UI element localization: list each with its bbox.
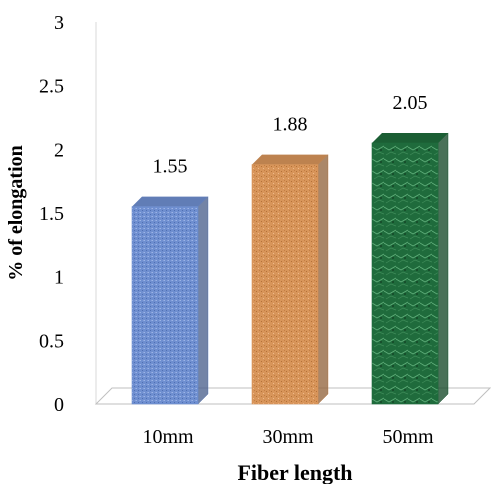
y-tick-label: 2.5 — [39, 76, 64, 98]
x-axis-title: Fiber length — [237, 460, 352, 484]
bar-front-face — [251, 164, 319, 405]
bar-30mm: 1.88 — [251, 114, 329, 405]
y-tick-label: 3 — [54, 12, 64, 34]
bar-top-shade — [372, 132, 448, 143]
y-tick-label: 1.5 — [39, 203, 64, 225]
bar-50mm: 2.05 — [371, 92, 449, 405]
y-tick-label: 0.5 — [39, 330, 64, 352]
bars: 1.55 1.88 2.05 — [131, 92, 449, 405]
bar-side-shade — [198, 196, 208, 404]
y-tick-labels: 0 0.5 1 1.5 2 2.5 3 — [39, 12, 64, 416]
y-tick-label: 2 — [54, 139, 64, 161]
bar-top-shade — [132, 196, 208, 207]
x-tick-labels: 10mm 30mm 50mm — [142, 426, 434, 448]
bar-10mm: 1.55 — [131, 156, 209, 405]
x-tick-label: 30mm — [262, 426, 314, 448]
bar-top-face — [372, 132, 448, 143]
bar-side-shade — [318, 154, 328, 404]
bar-front-face — [371, 142, 439, 405]
bar-side-shade — [438, 132, 448, 404]
y-tick-label: 0 — [54, 394, 64, 416]
y-tick-label: 1 — [54, 267, 64, 289]
x-tick-label: 10mm — [142, 426, 194, 448]
bar-front-face — [131, 206, 199, 405]
data-label: 1.88 — [273, 114, 308, 136]
y-axis-title: % of elongation — [5, 145, 27, 281]
bar-top-shade — [252, 154, 328, 165]
bar-top-face — [252, 154, 328, 165]
x-tick-label: 50mm — [382, 426, 434, 448]
chart-floor — [94, 387, 491, 405]
data-label: 1.55 — [153, 156, 188, 178]
data-label: 2.05 — [393, 92, 428, 114]
bar-top-face — [132, 196, 208, 207]
